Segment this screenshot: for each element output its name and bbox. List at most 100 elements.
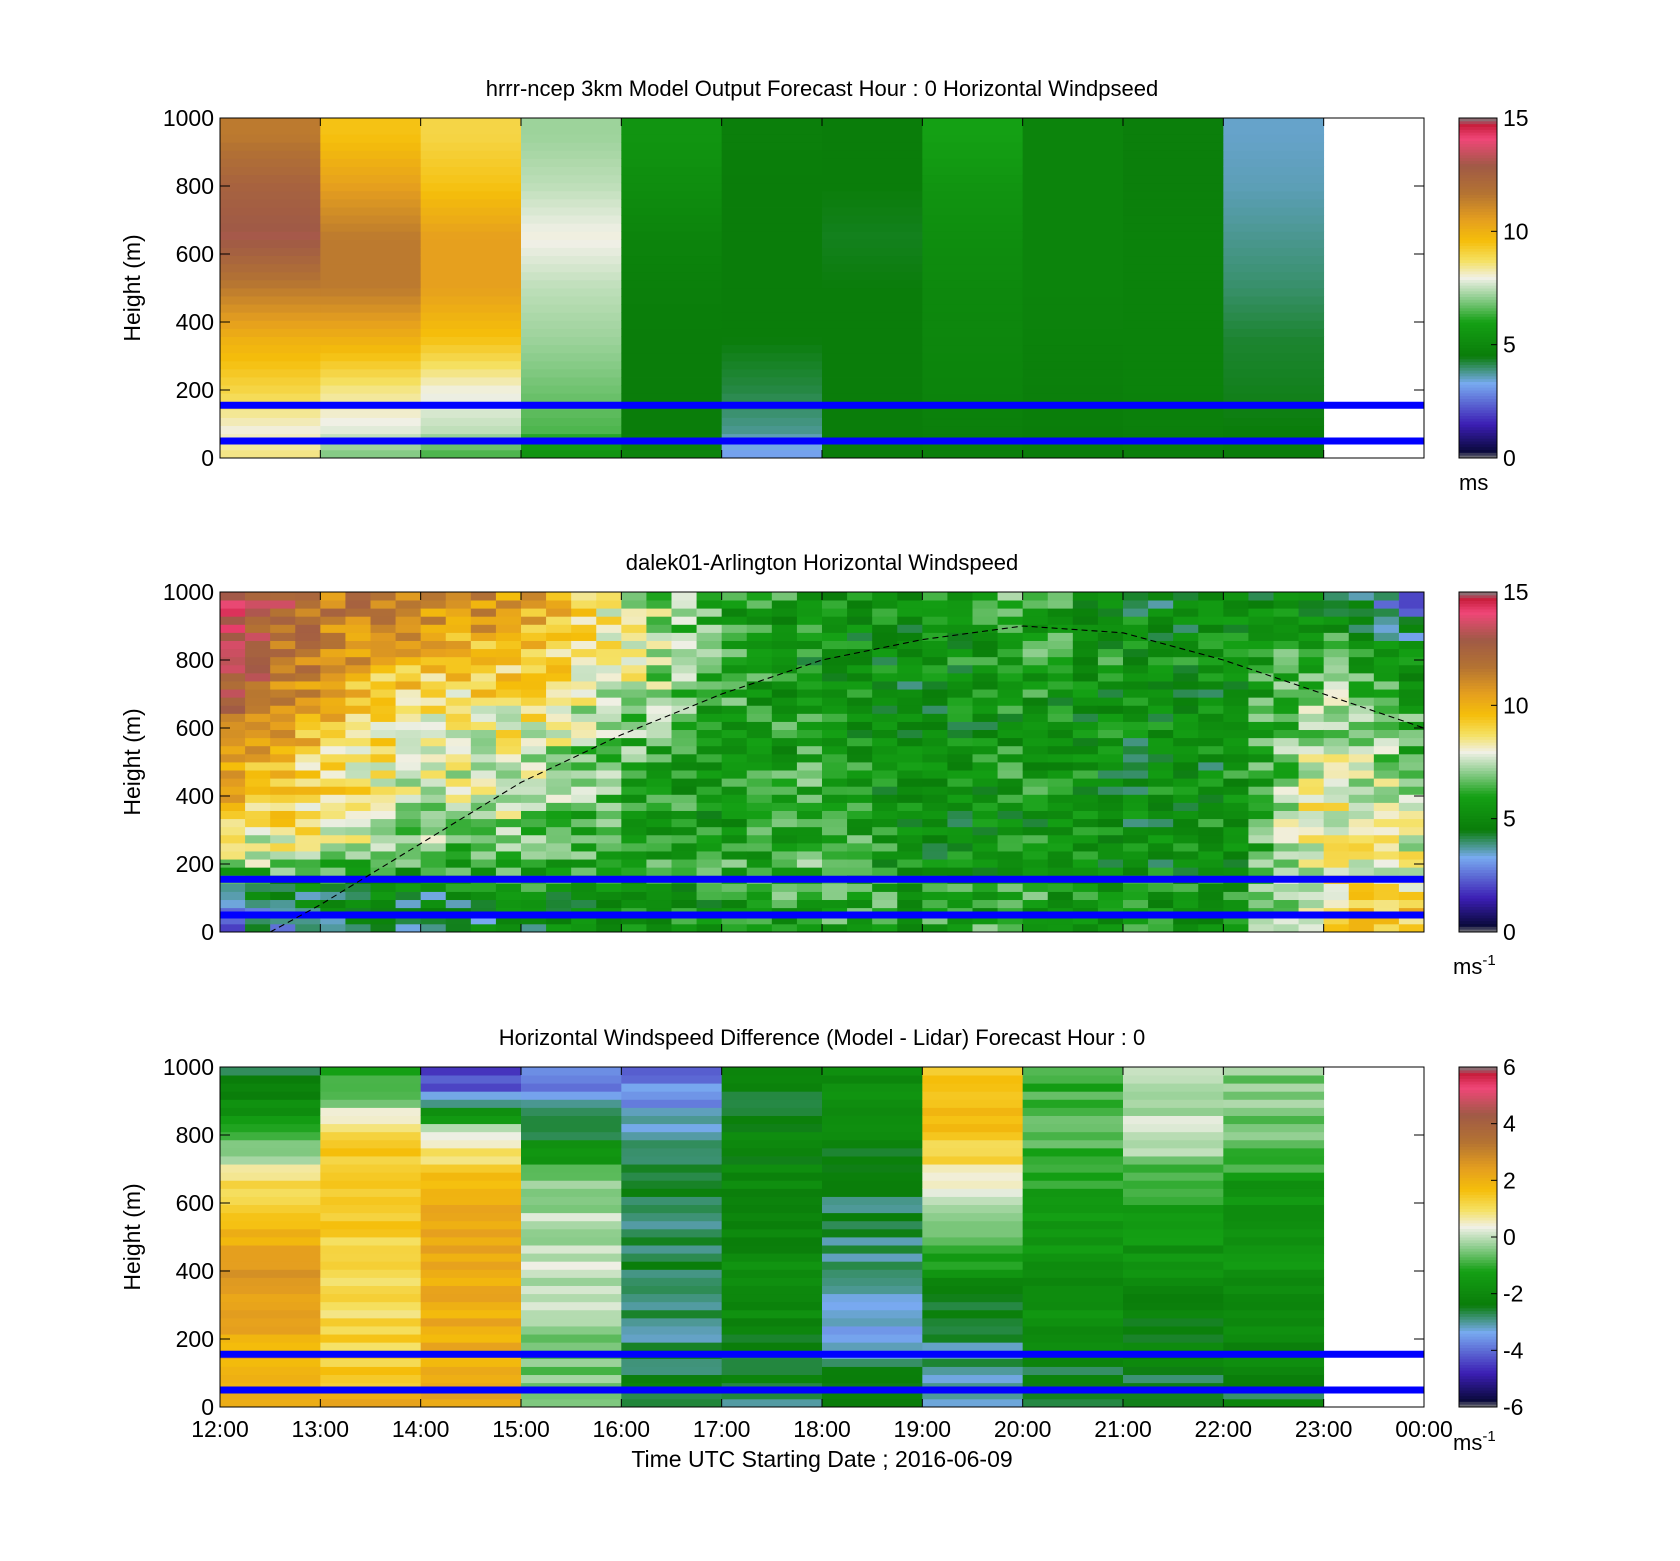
heatmap-cell bbox=[470, 689, 497, 698]
heatmap-cell bbox=[445, 778, 472, 787]
heatmap-cell bbox=[746, 834, 773, 844]
colorbar-segment bbox=[1459, 1322, 1497, 1326]
heatmap-cell bbox=[771, 786, 798, 795]
heatmap-cell bbox=[320, 1390, 422, 1400]
heatmap-cell bbox=[847, 721, 873, 731]
heatmap-cell bbox=[420, 608, 447, 617]
heatmap-cell bbox=[972, 915, 998, 925]
heatmap-cell bbox=[220, 786, 246, 795]
heatmap-cell bbox=[370, 834, 396, 844]
colorbar-segment bbox=[1459, 798, 1497, 803]
heatmap-cell bbox=[746, 592, 773, 601]
heatmap-cell bbox=[621, 166, 723, 176]
heatmap-cell bbox=[445, 697, 472, 706]
heatmap-cell bbox=[721, 672, 748, 682]
heatmap-cell bbox=[270, 867, 296, 876]
colorbar-segment bbox=[1459, 265, 1497, 269]
heatmap-cell bbox=[822, 166, 923, 176]
colorbar-segment bbox=[1459, 245, 1497, 249]
colorbar-segment bbox=[1459, 299, 1497, 303]
heatmap-cell bbox=[847, 810, 873, 820]
heatmap-cell bbox=[621, 842, 647, 852]
heatmap-cell bbox=[897, 592, 923, 601]
heatmap-cell bbox=[1022, 1285, 1124, 1295]
heatmap-cell bbox=[1022, 1326, 1124, 1335]
heatmap-cell bbox=[220, 818, 246, 828]
heatmap-cell bbox=[1123, 867, 1149, 876]
heatmap-cell bbox=[1273, 681, 1299, 690]
heatmap-cell bbox=[1072, 802, 1099, 811]
colorbar-segment bbox=[1459, 668, 1497, 672]
heatmap-cell bbox=[972, 672, 998, 682]
heatmap-cell bbox=[847, 891, 873, 901]
heatmap-cell bbox=[220, 1180, 321, 1189]
heatmap-cell bbox=[220, 1164, 321, 1173]
heatmap-cell bbox=[1097, 624, 1124, 633]
heatmap-cell bbox=[721, 1269, 823, 1278]
heatmap-cell bbox=[922, 182, 1024, 192]
heatmap-cell bbox=[847, 624, 873, 633]
heatmap-cell bbox=[696, 705, 723, 714]
heatmap-cell bbox=[596, 745, 622, 755]
heatmap-cell bbox=[295, 648, 321, 658]
y-tick-label: 600 bbox=[176, 1190, 214, 1216]
heatmap-cell bbox=[521, 1374, 622, 1384]
heatmap-cell bbox=[571, 624, 597, 633]
heatmap-cell bbox=[295, 737, 321, 747]
heatmap-cell bbox=[621, 826, 647, 836]
heatmap-cell bbox=[922, 1301, 1024, 1311]
heatmap-cell bbox=[295, 818, 321, 828]
heatmap-cell bbox=[822, 360, 923, 370]
heatmap-cell bbox=[521, 409, 622, 418]
heatmap-cell bbox=[470, 915, 497, 925]
heatmap-cell bbox=[646, 867, 672, 876]
heatmap-cell bbox=[721, 142, 823, 151]
heatmap-cell bbox=[947, 802, 973, 811]
heatmap-cell bbox=[746, 851, 773, 860]
heatmap-cell bbox=[220, 1358, 321, 1367]
heatmap-cell bbox=[1072, 786, 1099, 795]
heatmap-cell bbox=[220, 118, 321, 127]
heatmap-cell bbox=[721, 1099, 823, 1108]
heatmap-cell bbox=[822, 681, 848, 690]
heatmap-cell bbox=[621, 681, 647, 690]
heatmap-cell bbox=[1223, 632, 1249, 641]
heatmap-cell bbox=[320, 1083, 422, 1092]
heatmap-cell bbox=[245, 737, 271, 747]
heatmap-cell bbox=[420, 215, 522, 224]
heatmap-cell bbox=[1273, 915, 1299, 925]
heatmap-cell bbox=[897, 802, 923, 811]
heatmap-cell bbox=[822, 851, 848, 860]
heatmap-cell bbox=[721, 182, 823, 192]
heatmap-cell bbox=[220, 810, 246, 820]
heatmap-cell bbox=[922, 271, 1024, 281]
heatmap-cell bbox=[822, 842, 848, 852]
heatmap-cell bbox=[571, 826, 597, 836]
heatmap-cell bbox=[320, 304, 422, 313]
heatmap-cell bbox=[1398, 600, 1425, 609]
heatmap-cell bbox=[796, 770, 823, 779]
heatmap-cell bbox=[1223, 1245, 1325, 1254]
heatmap-cell bbox=[721, 648, 748, 658]
colorbar-segment bbox=[1459, 307, 1497, 312]
heatmap-cell bbox=[420, 859, 447, 868]
heatmap-cell bbox=[922, 368, 1024, 378]
heatmap-cell bbox=[947, 867, 973, 876]
heatmap-cell bbox=[1072, 681, 1099, 690]
heatmap-cell bbox=[822, 296, 923, 305]
heatmap-cell bbox=[495, 664, 522, 674]
heatmap-cell bbox=[320, 207, 422, 216]
heatmap-cell bbox=[1223, 231, 1325, 240]
heatmap-cell bbox=[270, 672, 296, 682]
heatmap-cell bbox=[1022, 664, 1049, 674]
colorbar-segment bbox=[1459, 344, 1497, 348]
colorbar-tick-label: -2 bbox=[1503, 1281, 1523, 1307]
heatmap-cell bbox=[1022, 255, 1124, 265]
colorbar-segment bbox=[1459, 702, 1497, 706]
heatmap-cell bbox=[1022, 263, 1124, 273]
heatmap-cell bbox=[1398, 753, 1425, 763]
heatmap-cell bbox=[1273, 672, 1299, 682]
heatmap-cell bbox=[521, 923, 547, 933]
heatmap-cell bbox=[220, 1107, 321, 1116]
heatmap-cell bbox=[420, 762, 447, 771]
